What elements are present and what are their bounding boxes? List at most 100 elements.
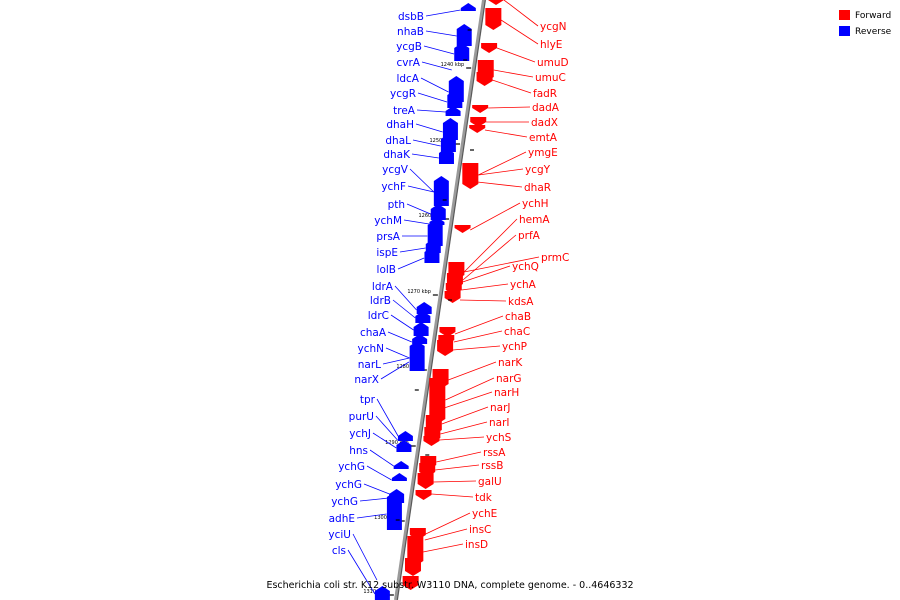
reverse-gene-label[interactable]: ychM — [374, 215, 402, 227]
reverse-leader-line — [409, 168, 435, 193]
forward-gene-arrow — [429, 378, 446, 424]
reverse-gene-label[interactable]: purU — [349, 411, 374, 423]
forward-gene-label[interactable]: emtA — [529, 132, 558, 144]
forward-gene-label[interactable]: kdsA — [508, 296, 534, 308]
forward-gene-label[interactable]: insC — [469, 524, 491, 536]
forward-gene-arrow — [439, 327, 456, 337]
forward-leader-line — [431, 493, 474, 498]
reverse-gene-label[interactable]: ycgR — [390, 88, 416, 100]
forward-gene-label[interactable]: ycgN — [540, 21, 567, 33]
forward-gene-label[interactable]: ymgE — [528, 147, 558, 159]
reverse-gene-arrow — [438, 148, 454, 164]
forward-leader-line — [496, 47, 536, 63]
forward-gene-label[interactable]: narH — [494, 387, 519, 399]
reverse-gene-label[interactable]: ychJ — [349, 428, 371, 440]
reverse-gene-label[interactable]: ldrA — [372, 281, 394, 293]
reverse-leader-line — [411, 153, 439, 159]
reverse-gene-label[interactable]: ychF — [381, 181, 406, 193]
forward-gene-label[interactable]: tdk — [475, 492, 493, 504]
forward-gene-label[interactable]: hemA — [519, 214, 550, 226]
forward-gene-label[interactable]: ychS — [486, 432, 512, 444]
forward-gene-label[interactable]: rssA — [483, 447, 506, 459]
genome-caption: Escherichia coli str. K12 substr. W3110 … — [266, 580, 633, 591]
reverse-gene-arrow — [386, 492, 402, 530]
reverse-gene-label[interactable]: cls — [332, 545, 346, 557]
forward-gene-label[interactable]: galU — [478, 476, 502, 488]
reverse-gene-label[interactable]: prsA — [376, 231, 400, 243]
forward-gene-label[interactable]: ycgY — [525, 164, 551, 176]
reverse-gene-label[interactable]: narL — [358, 359, 381, 371]
reverse-gene-label[interactable]: dhaH — [386, 119, 414, 131]
reverse-gene-label[interactable]: cvrA — [397, 57, 421, 69]
forward-gene-label[interactable]: dhaR — [524, 182, 551, 194]
forward-gene-label[interactable]: chaB — [505, 311, 531, 323]
forward-gene-label[interactable]: narJ — [490, 402, 511, 414]
reverse-gene-arrow — [430, 204, 446, 220]
forward-leader-line — [444, 391, 493, 409]
forward-leader-line — [433, 480, 477, 483]
forward-gene-label[interactable]: narI — [489, 417, 510, 429]
reverse-gene-label[interactable]: nhaB — [397, 26, 424, 38]
reverse-gene-label[interactable]: ycgB — [396, 41, 422, 53]
forward-gene-label[interactable]: narK — [498, 357, 523, 369]
reverse-gene-label[interactable]: hns — [349, 445, 368, 457]
reverse-gene-label[interactable]: dsbB — [398, 11, 424, 23]
forward-gene-label[interactable]: chaC — [504, 326, 530, 338]
forward-gene-label[interactable]: ychE — [472, 508, 497, 520]
reverse-gene-label[interactable]: tpr — [360, 394, 376, 406]
forward-leader-line — [463, 218, 518, 273]
reverse-leader-line — [376, 398, 399, 437]
forward-gene-label[interactable]: prfA — [518, 230, 541, 242]
reverse-gene-label[interactable]: narX — [354, 374, 379, 386]
reverse-leader-line — [425, 30, 457, 37]
forward-gene-label[interactable]: dadX — [531, 117, 558, 129]
reverse-gene-arrow — [424, 247, 440, 263]
reverse-leader-line — [417, 92, 448, 103]
forward-gene-label[interactable]: rssB — [481, 460, 503, 472]
reverse-gene-label[interactable]: ldrC — [368, 310, 389, 322]
reverse-leader-line — [352, 533, 378, 581]
genome-backbone — [394, 0, 486, 600]
forward-gene-label[interactable]: fadR — [533, 88, 557, 100]
reverse-gene-label[interactable]: dhaK — [383, 149, 411, 161]
forward-gene-label[interactable]: umuC — [535, 72, 566, 84]
forward-leader-line — [488, 106, 531, 109]
forward-leader-line — [454, 315, 504, 335]
reverse-gene-label[interactable]: ychG — [331, 496, 358, 508]
reverse-gene-label[interactable]: dhaL — [385, 135, 411, 147]
reverse-gene-label[interactable]: chaA — [360, 327, 387, 339]
reverse-gene-label[interactable]: ycgV — [382, 164, 409, 176]
reverse-gene-label[interactable]: treA — [393, 105, 416, 117]
reverse-gene-label[interactable]: ychG — [338, 461, 365, 473]
reverse-gene-arrow — [433, 176, 449, 206]
reverse-gene-label[interactable]: adhE — [329, 513, 355, 525]
reverse-leader-line — [375, 415, 398, 441]
forward-gene-label[interactable]: prmC — [541, 252, 569, 264]
forward-gene-label[interactable]: hlyE — [540, 39, 562, 51]
reverse-gene-label[interactable]: ldcA — [396, 73, 419, 85]
reverse-leader-line — [416, 109, 446, 113]
forward-leader-line — [452, 345, 501, 351]
forward-gene-label[interactable]: umuD — [537, 57, 569, 69]
reverse-gene-label[interactable]: lolB — [377, 264, 396, 276]
reverse-leader-line — [394, 285, 417, 311]
forward-gene-label[interactable]: narG — [496, 373, 522, 385]
reverse-gene-arrow — [415, 311, 431, 323]
reverse-gene-label[interactable]: yciU — [328, 529, 351, 541]
reverse-gene-label[interactable]: ldrB — [370, 295, 391, 307]
forward-gene-label[interactable]: insD — [465, 539, 488, 551]
reverse-gene-arrow — [442, 118, 458, 140]
reverse-gene-label[interactable]: ychG — [335, 479, 362, 491]
gene-labels: dsbB nhaB ycgB cvrA ldcA ycgR treA dhaH dhaL dhaK… — [328, 11, 569, 557]
forward-gene-label[interactable]: dadA — [532, 102, 560, 114]
forward-gene-label[interactable]: ychQ — [512, 261, 539, 273]
forward-gene-label[interactable]: ychA — [510, 279, 537, 291]
reverse-leader-line — [420, 77, 449, 93]
forward-gene-arrow — [417, 473, 434, 489]
forward-leader-line — [492, 79, 532, 94]
reverse-gene-label[interactable]: ychN — [358, 343, 385, 355]
reverse-gene-label[interactable]: ispE — [376, 247, 398, 259]
reverse-gene-label[interactable]: pth — [388, 199, 405, 211]
forward-gene-label[interactable]: ychH — [522, 198, 549, 210]
forward-gene-label[interactable]: ychP — [502, 341, 527, 353]
